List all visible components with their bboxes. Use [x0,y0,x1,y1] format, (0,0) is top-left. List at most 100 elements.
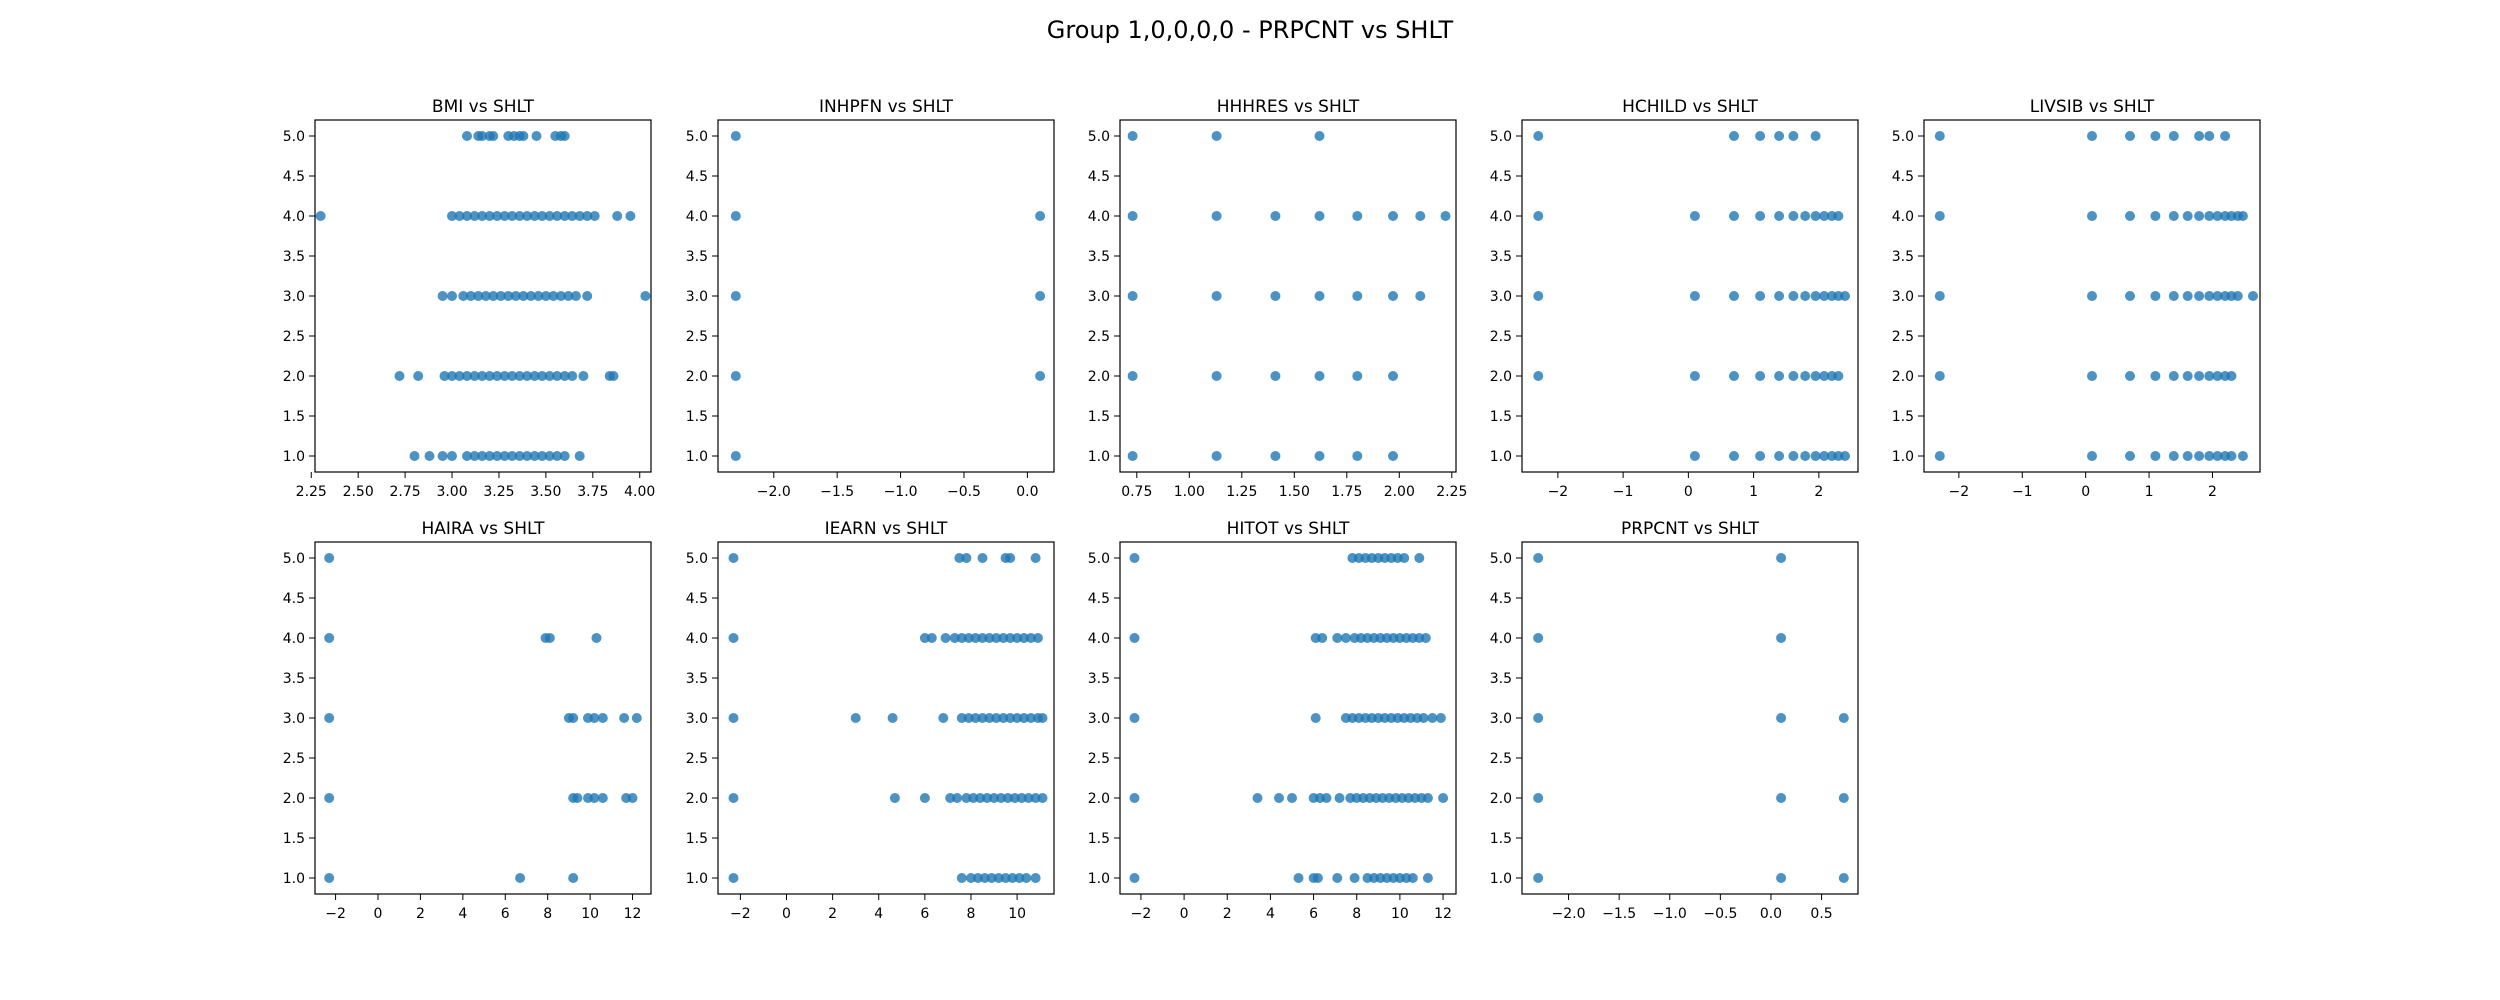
data-point [1755,451,1766,461]
data-point [1314,131,1325,141]
data-point [1127,291,1138,301]
subplot-title: HHHRES vs SHLT [1217,97,1360,117]
data-point [548,291,559,301]
x-tick-label: 0 [2081,484,2090,500]
data-point [1755,371,1766,381]
data-point [1438,793,1449,803]
data-point [568,873,579,883]
data-point [889,793,900,803]
subplot-9: PRPCNT vs SHLT −2.0 −1.5 −1.0 −0.5 0.0 0.5 1.0 1… [1490,519,1859,922]
data-point [982,793,993,803]
axes-frame [1119,541,1457,895]
data-point [567,371,578,381]
data-point [1317,633,1328,643]
x-tick-label: 2.00 [1384,484,1415,500]
data-point [477,211,488,221]
x-tick-label: 0.0 [1016,484,1038,500]
y-tick-label: 2.0 [1892,369,1914,385]
data-point [1934,371,1945,381]
y-tick-label: 1.0 [283,871,305,887]
data-point [1755,131,1766,141]
x-tick-label: 1.75 [1331,484,1362,500]
data-point [1838,873,1849,883]
x-tick-label: −2.0 [1552,906,1586,922]
data-point [1314,291,1325,301]
data-point [2150,451,2161,461]
data-point [1023,793,1034,803]
data-point [2150,211,2161,221]
y-tick-label: 3.5 [283,671,305,687]
data-point [954,553,965,563]
y-tick-label: 5.0 [1892,129,1914,145]
data-point [1833,211,1844,221]
axes-frame [717,119,1055,473]
data-point [1533,291,1544,301]
data-point [525,291,536,301]
data-point [1025,633,1036,643]
y-tick-label: 5.0 [1490,129,1512,145]
data-point [977,633,988,643]
data-point [1776,713,1787,723]
data-point [1838,713,1849,723]
x-tick-label: 2 [828,906,837,922]
data-point [473,291,484,301]
y-tick-label: 3.0 [1088,289,1110,305]
data-point [589,211,600,221]
x-tick-label: 4 [1266,906,1275,922]
data-point [499,211,510,221]
data-point [518,291,529,301]
data-point [1776,793,1787,803]
data-point [1035,211,1046,221]
data-point [559,371,570,381]
data-point [1129,553,1140,563]
data-point [1840,451,1850,461]
data-point [574,451,585,461]
data-point [991,633,1002,643]
data-point [1533,371,1544,381]
data-point [728,873,739,883]
data-point [447,211,457,221]
x-tick-label: 0.5 [1810,906,1832,922]
x-tick-label: 3.50 [530,484,561,500]
data-point [940,633,951,643]
data-point [2212,451,2223,461]
data-point [2168,371,2179,381]
x-tick-label: 4 [458,906,467,922]
y-tick-label: 3.0 [1490,289,1512,305]
data-point [1774,451,1785,461]
data-point [555,291,566,301]
data-point [2125,211,2135,221]
y-tick-label: 4.0 [1490,209,1512,225]
data-point [559,451,570,461]
data-point [529,371,540,381]
y-tick-label: 5.0 [686,551,708,567]
data-point [1334,793,1345,803]
data-point [1819,291,1830,301]
data-point [1819,371,1830,381]
data-point [2226,371,2237,381]
data-point [589,713,600,723]
data-point [1533,873,1544,883]
x-tick-label: 6 [1309,906,1318,922]
data-point [1352,291,1363,301]
x-tick-label: 2.50 [343,484,374,500]
data-point [1352,371,1363,381]
data-point [2087,291,2097,301]
x-tick-label: −2 [1131,906,1152,922]
subplot-3: HHHRES vs SHLT 0.75 1.00 1.25 1.50 1.75 2.00 2.… [1088,97,1468,500]
data-point [963,633,974,643]
data-point [989,793,999,803]
data-point [2168,451,2179,461]
data-point [424,451,435,461]
x-tick-label: 3.25 [483,484,514,500]
data-point [582,291,593,301]
data-point [522,211,533,221]
y-tick-label: 4.5 [1892,169,1914,185]
data-point [544,451,555,461]
y-tick-label: 5.0 [283,551,305,567]
axes-frame [1923,119,2261,473]
data-point [1127,371,1138,381]
x-tick-label: 3.00 [436,484,467,500]
data-point [1012,713,1023,723]
